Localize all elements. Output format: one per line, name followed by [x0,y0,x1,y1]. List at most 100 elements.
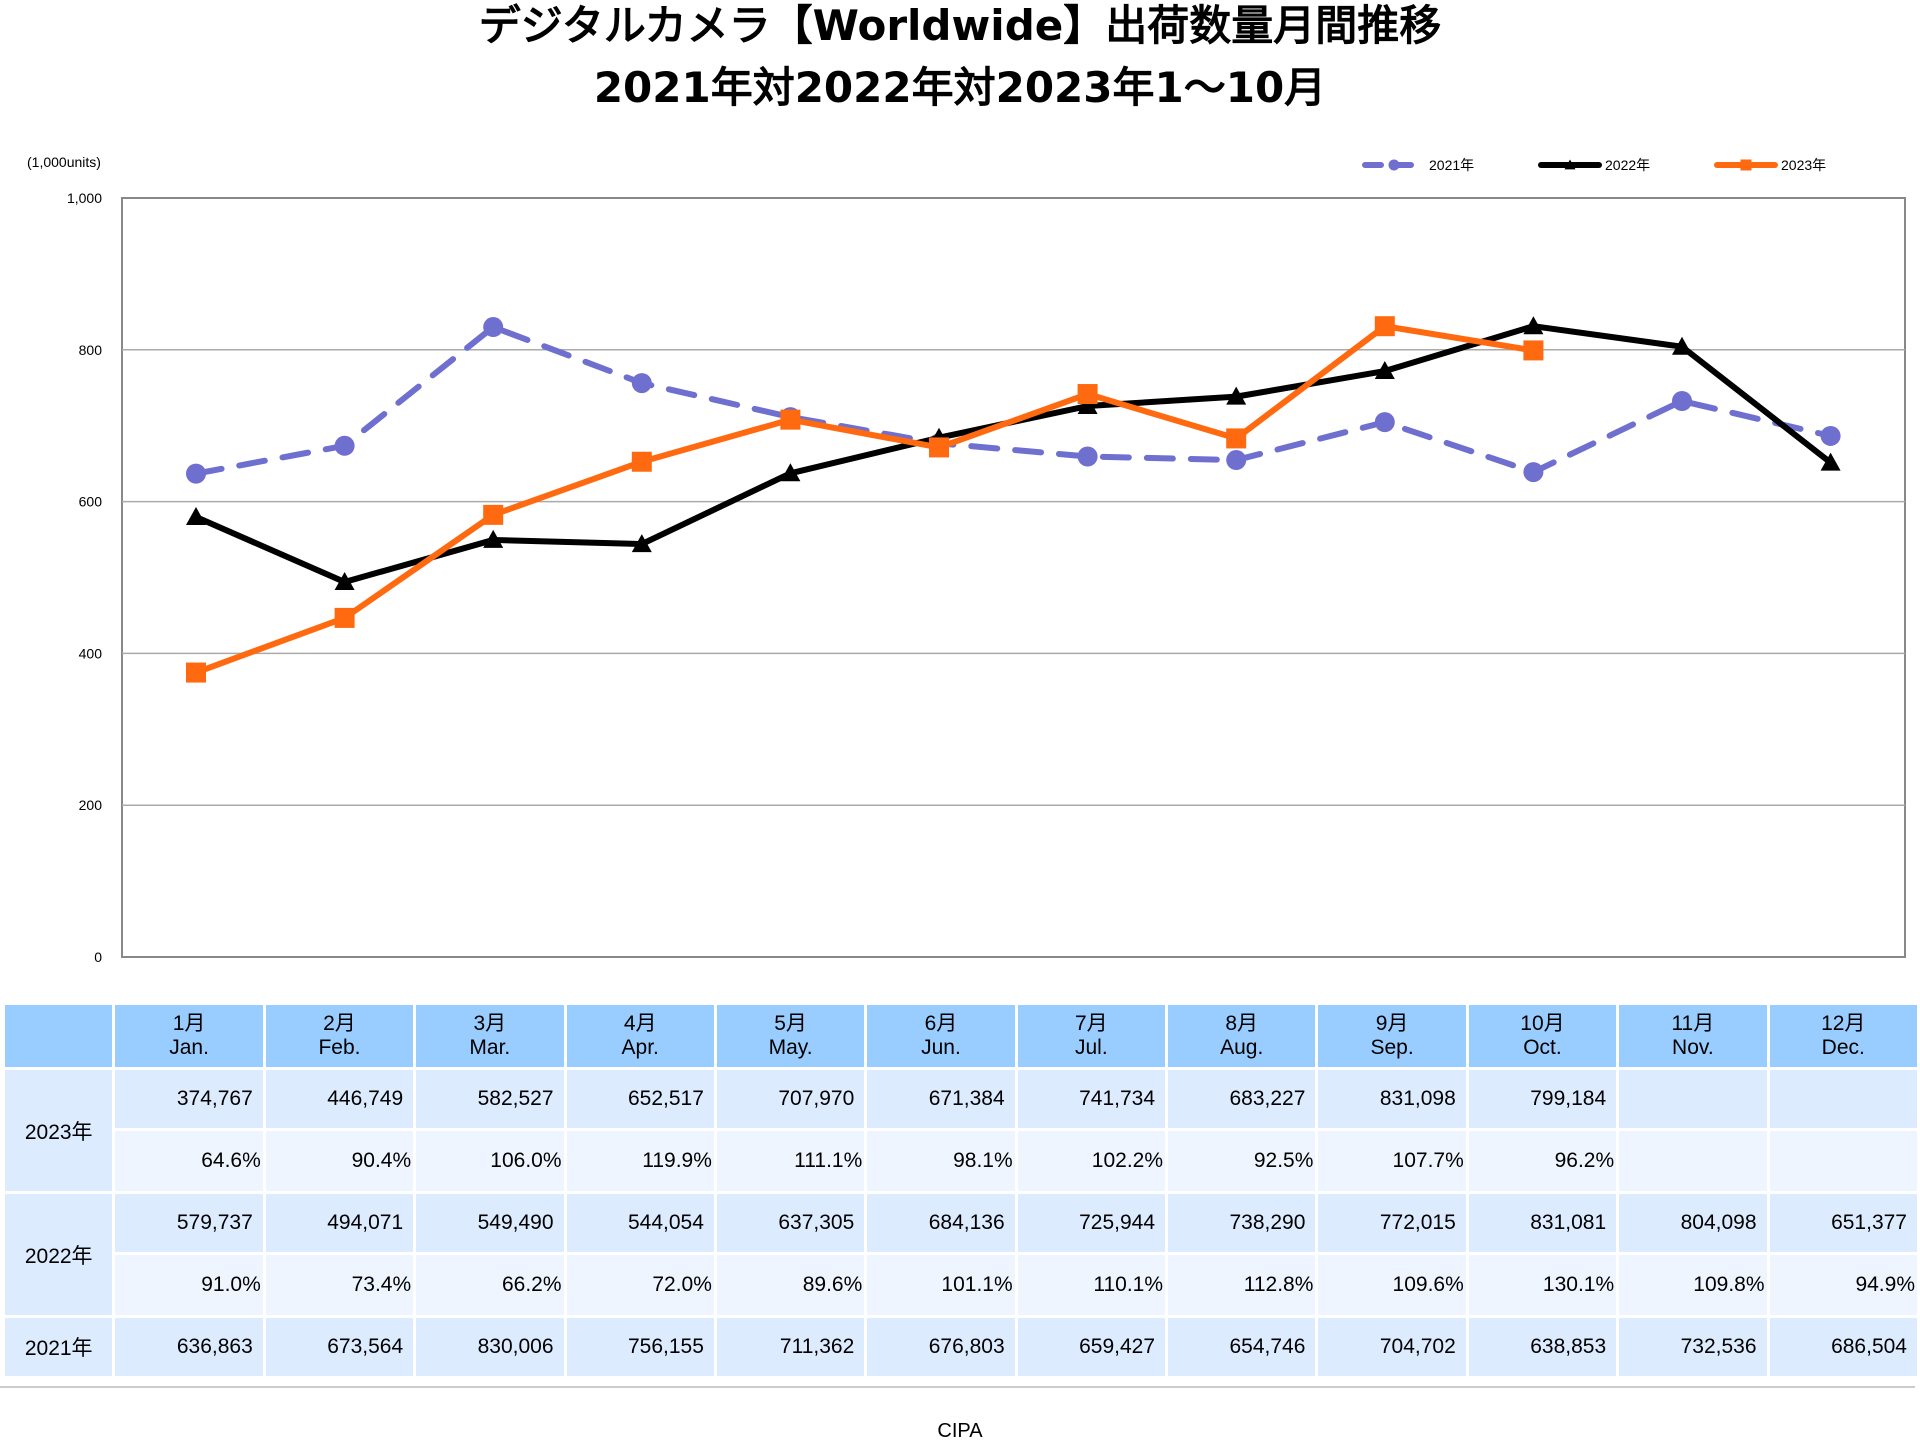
table-row-ratio: 91.0% 73.4% 66.2% 72.0% 89.6% 101.1% 110.1% 112… [4,1252,1920,1318]
ratio-cell: 96.2% [1465,1128,1620,1194]
month-jp: 12月 [1821,1012,1866,1035]
series-line-2023年 [193,323,1537,676]
units-cell: 684,136 [864,1191,1018,1255]
ratio-cell: 101.1% [864,1252,1018,1318]
units-cell: 725,944 [1014,1191,1169,1255]
data-point-triangle [780,463,801,482]
ratio-cell: 111.1% [713,1128,868,1194]
data-point-circle [1374,412,1395,433]
data-table: 1月 Jan. 2月 Feb. 3月 Mar. 4月 Apr. 5月 May. 6月 Jun. 7月 Ju… [1,1002,1920,1379]
data-point-triangle [1226,386,1247,405]
data-point-triangle [186,506,206,525]
units-cell: 799,184 [1465,1067,1620,1131]
header-corner [1,1002,116,1070]
month-en: Sep. [1370,1036,1414,1059]
units-cell: 494,071 [262,1191,417,1255]
month-jp: 7月 [1075,1012,1108,1035]
y-tick-label: 800 [79,342,103,358]
ratio-cell [1766,1128,1920,1194]
data-point-square [186,662,206,683]
column-header: 10月 Oct. [1465,1002,1620,1070]
month-en: May. [768,1036,813,1059]
data-point-circle [1672,391,1692,412]
row-year-label: 2021年 [1,1315,116,1379]
ratio-cell: 73.4% [262,1252,417,1318]
row-year-label: 2022年 [1,1191,116,1318]
units-cell: 671,384 [864,1067,1018,1131]
legend-label: 2022年 [1605,157,1650,173]
line-chart: 0 200 400 600 800 1,000 (1,000units) 2021年 2022年… [27,154,1906,965]
units-cell: 654,746 [1165,1315,1319,1379]
ratio-cell: 109.8% [1616,1252,1770,1318]
ratio-cell: 110.1% [1014,1252,1169,1318]
units-cell: 831,081 [1465,1191,1620,1255]
column-header: 11月 Nov. [1616,1002,1770,1070]
data-point-circle [631,373,652,394]
units-cell: 637,305 [713,1191,868,1255]
legend-label: 2023年 [1781,157,1826,173]
units-cell: 772,015 [1315,1191,1469,1255]
month-jp: 6月 [924,1012,958,1035]
data-point-circle [1077,446,1098,467]
units-cell: 544,054 [563,1191,717,1255]
chart-title-line2: 2021年対2022年対2023年1～10月 [593,63,1327,112]
data-point-triangle [1820,452,1841,471]
data-point-circle [483,317,504,338]
units-cell: 704,702 [1315,1315,1469,1379]
units-cell: 756,155 [563,1315,717,1379]
ratio-cell: 130.1% [1465,1252,1620,1318]
units-cell [1766,1067,1920,1131]
ratio-cell: 90.4% [262,1128,417,1194]
data-point-triangle [483,529,504,548]
ratio-cell: 106.0% [413,1128,567,1194]
column-header: 2月 Feb. [262,1002,417,1070]
units-cell: 659,427 [1014,1315,1169,1379]
data-point-square [631,451,652,472]
units-cell: 579,737 [112,1191,266,1255]
ratio-cell: 89.6% [713,1252,868,1318]
ratio-cell: 72.0% [563,1252,717,1318]
ratio-cell: 92.5% [1165,1128,1319,1194]
column-header: 9月 Sep. [1315,1002,1469,1070]
data-point-triangle [334,572,355,591]
month-jp: 10月 [1520,1012,1565,1035]
units-cell: 549,490 [413,1191,567,1255]
units-cell: 711,362 [713,1315,868,1379]
units-cell: 636,863 [112,1315,266,1379]
month-en: Jul. [1075,1036,1108,1059]
units-cell: 683,227 [1165,1067,1319,1131]
column-header: 5月 May. [713,1002,868,1070]
ratio-cell: 112.8% [1165,1252,1319,1318]
data-point-triangle [631,534,652,553]
column-header: 3月 Mar. [413,1002,567,1070]
ratio-cell: 102.2% [1014,1128,1169,1194]
chart-title-line1: デジタルカメラ【Worldwide】出荷数量月間推移 [478,1,1442,50]
units-cell: 582,527 [413,1067,567,1131]
data-point-square [1374,316,1395,337]
plot-area [121,197,1906,958]
month-en: Apr. [621,1036,659,1059]
month-jp: 2月 [323,1012,356,1035]
data-point-square [1226,428,1247,449]
units-cell: 652,517 [563,1067,717,1131]
data-point-circle [1523,462,1544,483]
legend-label: 2021年 [1429,157,1474,173]
ratio-cell: 94.9% [1766,1252,1920,1318]
data-point-triangle [1672,336,1692,355]
units-cell: 374,767 [112,1067,266,1131]
column-header: 1月 Jan. [112,1002,266,1070]
month-en: Oct. [1523,1036,1562,1059]
data-point-triangle [1374,361,1395,380]
month-jp: 4月 [623,1012,657,1035]
data-point-square [1077,384,1098,405]
units-cell: 651,377 [1766,1191,1920,1255]
units-cell: 686,504 [1766,1315,1920,1379]
month-en: Jan. [169,1036,209,1059]
column-header: 6月 Jun. [864,1002,1018,1070]
ratio-cell: 64.6% [112,1128,266,1194]
units-cell: 446,749 [262,1067,417,1131]
units-cell: 676,803 [864,1315,1018,1379]
data-point-square [1523,340,1544,361]
data-point-square [929,437,949,458]
table-header-row: 1月 Jan. 2月 Feb. 3月 Mar. 4月 Apr. 5月 May. 6月 Jun. 7月 Ju… [1,1002,1920,1070]
